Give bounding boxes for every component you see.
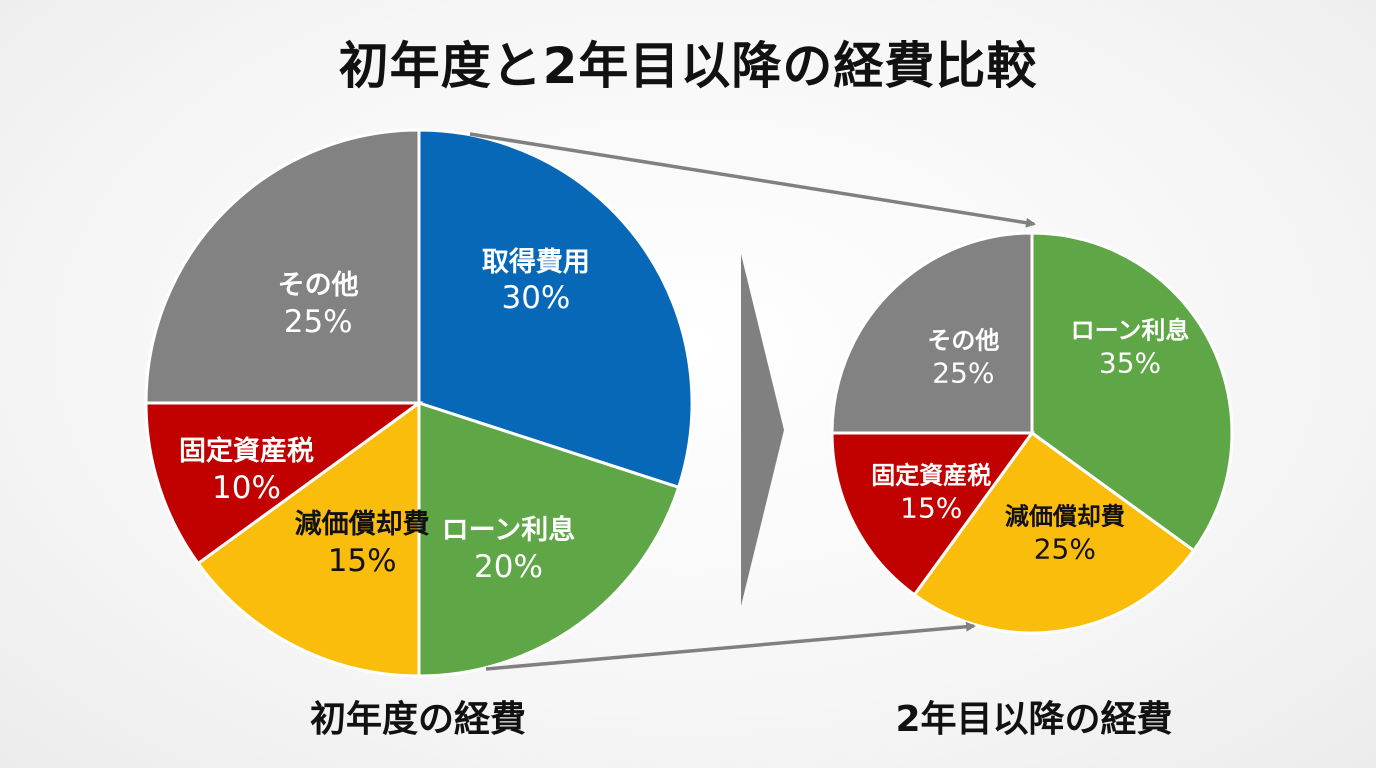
slice-label: その他 25% bbox=[927, 326, 999, 391]
pie-slice bbox=[830, 431, 1035, 597]
slice-label: その他 25% bbox=[278, 269, 359, 342]
slice-name: 減価償却費 bbox=[294, 508, 430, 540]
slice-label: 減価償却費 15% bbox=[295, 508, 430, 581]
slice-percent: 10% bbox=[212, 469, 281, 506]
right-pie-caption: 2年目以降の経費 bbox=[895, 699, 1173, 740]
left-pie-caption: 初年度の経費 bbox=[309, 699, 527, 740]
pie-slice bbox=[417, 400, 681, 678]
slice-percent: 20% bbox=[474, 548, 543, 585]
slice-name: ローン利息 bbox=[441, 514, 576, 546]
pie-slice bbox=[144, 401, 424, 566]
right-pie-chart bbox=[830, 231, 1234, 635]
transition-chevron-icon bbox=[741, 254, 784, 606]
slice-name: ローン利息 bbox=[1070, 316, 1190, 345]
slice-label: 取得費用 30% bbox=[482, 245, 590, 318]
slice-name: 減価償却費 bbox=[1004, 502, 1125, 531]
slice-label: ローン利息 35% bbox=[1071, 316, 1190, 381]
pie-slice bbox=[1030, 231, 1234, 553]
slice-name: 取得費用 bbox=[481, 246, 590, 278]
slice-name: その他 bbox=[927, 326, 1000, 355]
slice-label: 固定資産税 15% bbox=[871, 460, 991, 525]
left-pie-chart bbox=[144, 128, 694, 678]
slice-percent: 30% bbox=[501, 280, 571, 316]
slice-label: 減価償却費 25% bbox=[1005, 501, 1125, 566]
zoom-connector-top-arrow bbox=[469, 132, 1036, 228]
slice-label: 固定資産税 10% bbox=[179, 435, 314, 508]
pie-slice bbox=[912, 430, 1196, 635]
pie-slice bbox=[417, 128, 694, 490]
slice-percent: 35% bbox=[1098, 346, 1162, 380]
slice-name: 固定資産税 bbox=[178, 435, 314, 467]
slice-percent: 25% bbox=[932, 356, 995, 390]
slice-percent: 15% bbox=[327, 542, 397, 579]
slice-label: ローン利息 20% bbox=[442, 514, 576, 587]
slice-percent: 25% bbox=[283, 303, 353, 340]
slice-percent: 15% bbox=[900, 491, 963, 525]
slice-name: 固定資産税 bbox=[871, 461, 992, 490]
slice-name: その他 bbox=[277, 269, 359, 301]
chart-title: 初年度と2年目以降の経費比較 bbox=[338, 37, 1038, 95]
pie-slice bbox=[196, 400, 421, 678]
pie-slice bbox=[830, 231, 1034, 435]
zoom-connector-bottom-arrow bbox=[485, 621, 976, 671]
slice-percent: 25% bbox=[1033, 532, 1096, 566]
pie-slice bbox=[144, 128, 421, 405]
